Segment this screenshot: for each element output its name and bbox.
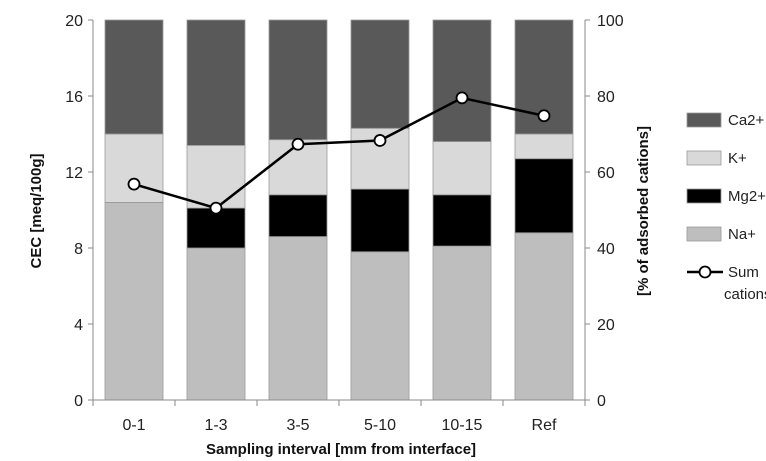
bar-segment [268, 236, 328, 401]
bar-segment [432, 19, 492, 142]
bar-segment [104, 19, 164, 135]
y-axis-title: CEC [meq/100g] [28, 153, 45, 268]
bar-segment [432, 141, 492, 196]
bar-segment [432, 194, 492, 247]
bars-layer [104, 19, 574, 401]
ticks-layer: 0 4 8 12 16 20 0 20 40 60 80 100 0-1 1-3 3-5 5-10 10-15 R… [65, 13, 624, 434]
x-tick-label: 0-1 [122, 417, 145, 434]
legend-marker-sum-cations [698, 265, 712, 279]
x-tick-label: 5-10 [364, 417, 396, 434]
y-tick-label: 16 [65, 89, 83, 106]
sum-line-layer [127, 91, 551, 215]
x-tick-label: 1-3 [204, 417, 227, 434]
legend-label: Ca2+ [728, 112, 765, 129]
y-tick-label: 12 [65, 165, 83, 182]
y2-tick-label: 60 [597, 165, 615, 182]
legend-swatch [686, 226, 722, 242]
y2-tick-label: 100 [597, 13, 624, 30]
bar-segment [350, 251, 410, 401]
y-tick-label: 0 [74, 393, 83, 410]
y2-tick-label: 0 [597, 393, 606, 410]
x-tick-label: 10-15 [442, 417, 483, 434]
bar-segment [514, 133, 574, 160]
y2-tick-label: 20 [597, 317, 615, 334]
sum-cations-point [537, 109, 551, 123]
sum-cations-line [133, 96, 545, 210]
y-tick-label: 20 [65, 13, 83, 30]
bar-segment [268, 19, 328, 141]
bar-segment [350, 19, 410, 129]
bar-segment [268, 194, 328, 238]
y2-tick-label: 40 [597, 241, 615, 258]
x-tick-label: Ref [532, 417, 557, 434]
legend: Ca2+ K+ Mg2+ Na+ Sum cations [686, 112, 766, 303]
sum-cations-point [209, 201, 223, 215]
y-tick-label: 8 [74, 241, 83, 258]
legend-label-sum-cations: cations [724, 286, 766, 303]
bar-segment [514, 158, 574, 234]
bar-segment [104, 201, 164, 401]
sum-cations-point [291, 137, 305, 151]
x-tick-label: 3-5 [286, 417, 309, 434]
y2-axis-title: [% of adsorbed cations] [635, 126, 652, 296]
bar-segment [186, 144, 246, 209]
bar-segment [186, 19, 246, 146]
bar-segment [514, 232, 574, 401]
bar-segment [186, 247, 246, 401]
sum-cations-point [373, 134, 387, 147]
x-axis-title: Sampling interval [mm from interface] [206, 441, 476, 458]
bar-segment [104, 133, 164, 203]
sum-cations-point [127, 177, 141, 191]
legend-swatch [686, 112, 722, 128]
axes-layer [88, 19, 590, 406]
bar-segment [186, 207, 246, 249]
y2-tick-label: 80 [597, 89, 615, 106]
bar-segment [350, 188, 410, 253]
legend-label: K+ [728, 150, 747, 167]
legend-swatch [686, 188, 722, 204]
bar-segment [432, 245, 492, 401]
sum-cations-point [455, 91, 469, 105]
legend-label: Na+ [728, 226, 756, 243]
legend-label-sum-cations: Sum [728, 264, 759, 281]
legend-label: Mg2+ [728, 188, 766, 205]
y-tick-label: 4 [74, 317, 83, 334]
legend-swatch [686, 150, 722, 166]
